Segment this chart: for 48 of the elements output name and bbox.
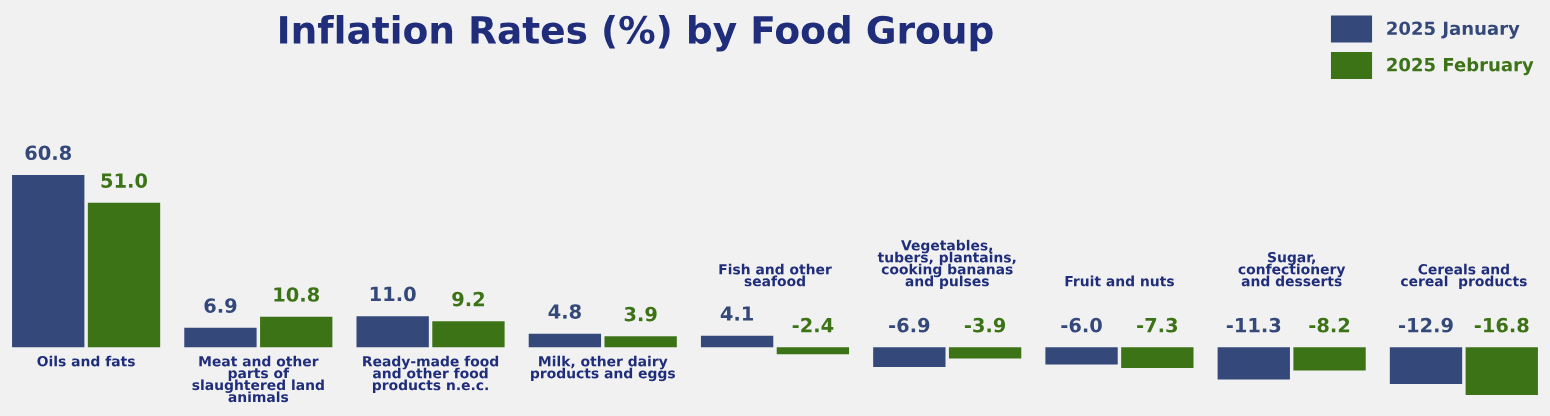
x-tick-label: Fish and other seafood — [719, 263, 832, 287]
data-label: -2.4 — [792, 317, 834, 333]
data-label: -16.8 — [1474, 317, 1529, 333]
data-label: 6.9 — [204, 298, 237, 313]
data-label: -6.9 — [889, 317, 930, 333]
x-tick-label: Fruit and nuts — [1065, 275, 1174, 287]
bar — [528, 333, 602, 348]
x-tick-label: Meat and other parts of slaughtered land animals — [192, 355, 324, 403]
bar — [184, 327, 257, 348]
data-label: 3.9 — [624, 306, 657, 322]
data-label: 9.2 — [452, 291, 484, 307]
data-label: 4.8 — [548, 304, 581, 319]
bar — [1217, 347, 1290, 380]
bar — [1293, 347, 1366, 371]
data-label: -3.9 — [964, 317, 1006, 333]
legend-label: 2025 January — [1387, 21, 1520, 39]
bar — [948, 347, 1022, 359]
data-label: 11.0 — [370, 286, 416, 302]
chart-title: Inflation Rates (%) by Food Group — [280, 14, 993, 52]
x-tick-label: Ready-made food and other food products n.e.c. — [363, 355, 499, 393]
bar — [776, 347, 850, 355]
bar — [1121, 347, 1194, 369]
data-label: -6.0 — [1061, 317, 1102, 333]
bar — [1389, 347, 1463, 384]
bar — [1465, 347, 1538, 395]
bar — [260, 316, 333, 348]
data-label: 10.8 — [274, 287, 319, 302]
data-label: -8.2 — [1309, 317, 1350, 333]
legend-label: 2025 February — [1387, 57, 1534, 76]
data-label: 60.8 — [25, 145, 71, 161]
data-label: -11.3 — [1226, 317, 1281, 333]
bar — [12, 175, 85, 348]
bar — [873, 347, 946, 367]
data-label: -7.3 — [1137, 317, 1178, 333]
bar — [700, 335, 774, 348]
data-label: 51.0 — [101, 173, 148, 188]
bar — [604, 336, 677, 348]
x-tick-label: Vegetables, tubers, plantains, cooking bananas and pulses — [877, 239, 1016, 290]
x-tick-label: Cereals and cereal products — [1400, 263, 1527, 290]
x-tick-label: Oils and fats — [37, 355, 135, 367]
bar — [87, 202, 161, 348]
bar — [356, 316, 429, 348]
x-tick-label: Milk, other dairy products and eggs — [531, 355, 675, 382]
bar — [1045, 347, 1118, 365]
data-label: -12.9 — [1399, 317, 1453, 333]
data-label: 4.1 — [720, 306, 753, 321]
bar — [432, 321, 505, 348]
x-tick-label: Sugar, confectionery and desserts — [1238, 251, 1346, 287]
